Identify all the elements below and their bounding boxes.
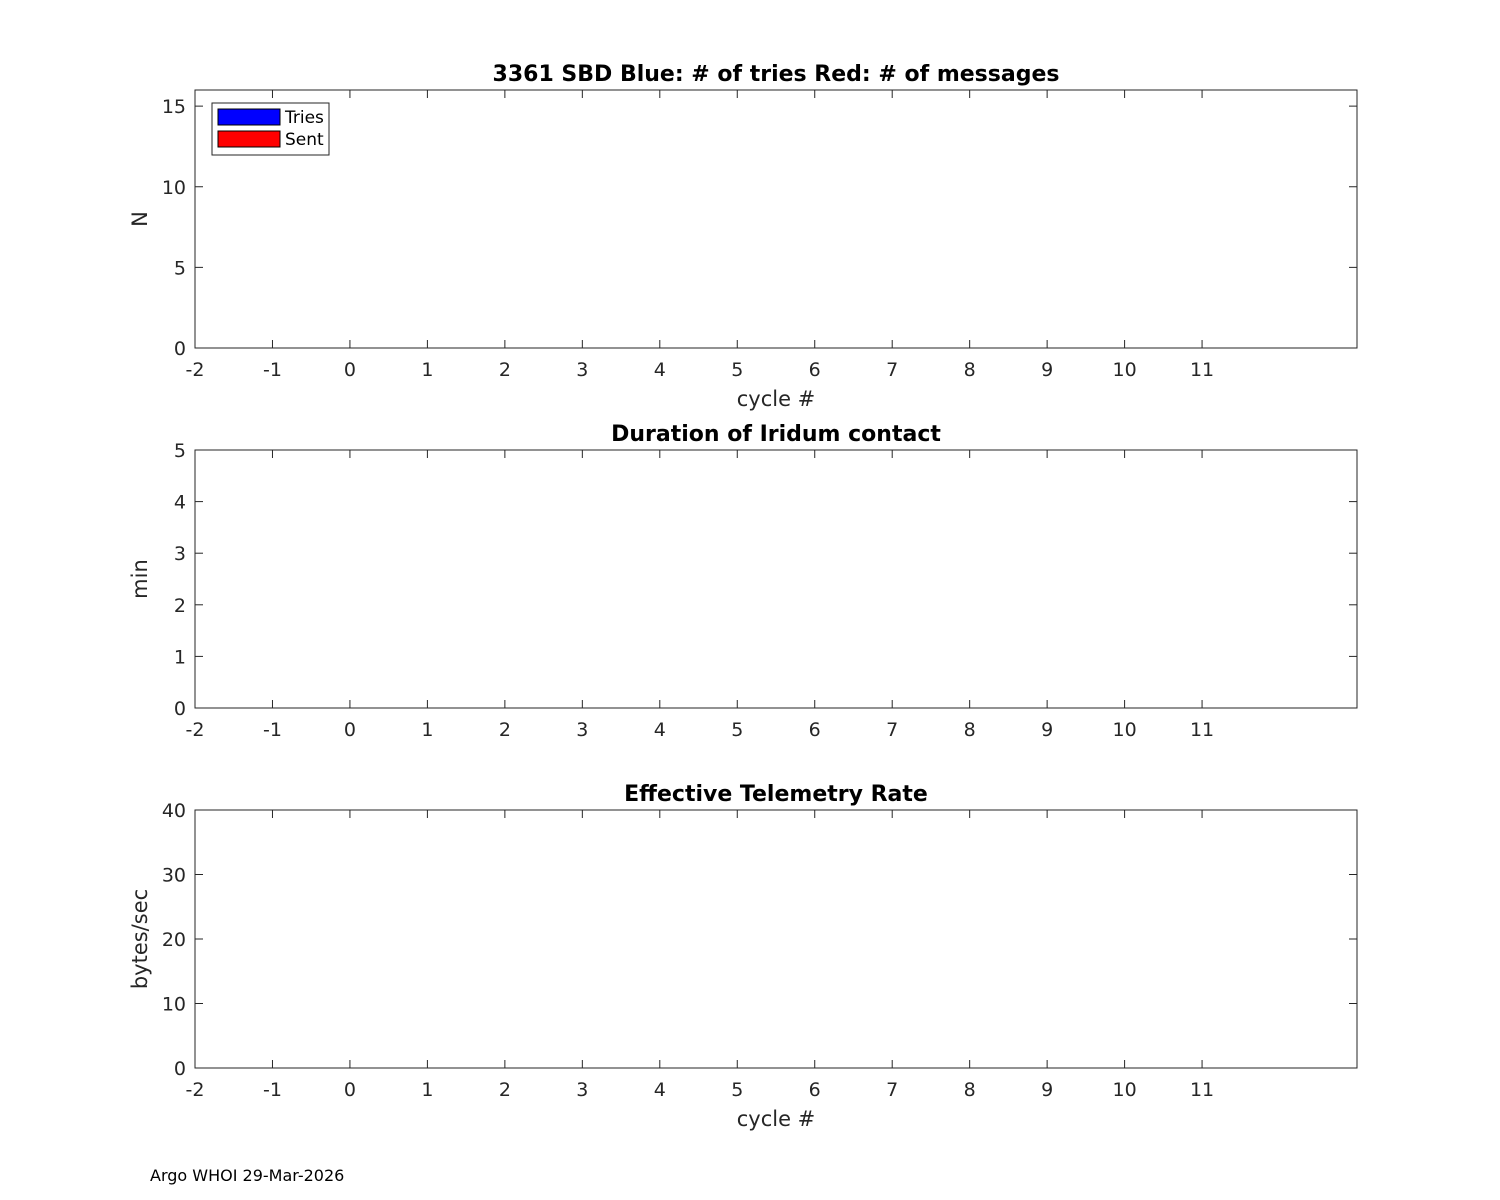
x-tick-label: 2 xyxy=(499,1079,511,1101)
y-tick-label: 10 xyxy=(162,994,186,1016)
x-tick-label: 7 xyxy=(886,1079,898,1101)
legend-label-sent: Sent xyxy=(285,130,324,150)
x-tick-label: 3 xyxy=(576,359,588,381)
x-tick-label: 1 xyxy=(421,719,433,741)
x-tick-label: 7 xyxy=(886,719,898,741)
x-tick-label: 8 xyxy=(964,719,976,741)
x-tick-label: 10 xyxy=(1113,359,1137,381)
y-tick-label: 20 xyxy=(162,929,186,951)
x-tick-label: 6 xyxy=(809,719,821,741)
x-tick-label: 2 xyxy=(499,719,511,741)
x-tick-label: 10 xyxy=(1113,719,1137,741)
axes-box xyxy=(194,89,1358,349)
axes-box xyxy=(194,809,1358,1069)
x-axis-label: cycle # xyxy=(737,387,816,411)
x-tick-label: 8 xyxy=(964,359,976,381)
y-axis-label: N xyxy=(128,211,152,227)
x-tick-label: 1 xyxy=(421,359,433,381)
x-tick-label: 2 xyxy=(499,359,511,381)
chart-rate: -2 -1 0 1 2 3 4 5 6 7 8 9 10 11 0 10 20 30 40 Effective Tel… xyxy=(128,782,1358,1131)
x-tick-label: -2 xyxy=(186,359,205,381)
y-tick-label: 15 xyxy=(162,96,186,118)
x-tick-label: 11 xyxy=(1190,1079,1214,1101)
x-tick-label: 7 xyxy=(886,359,898,381)
y-tick-label: 0 xyxy=(174,1058,186,1080)
axes-box xyxy=(194,449,1358,709)
x-tick-label: -1 xyxy=(263,1079,282,1101)
chart-title: Duration of Iridum contact xyxy=(611,422,941,447)
y-tick-label: 0 xyxy=(174,698,186,720)
y-axis-label: min xyxy=(128,559,152,599)
x-tick-label: 3 xyxy=(576,719,588,741)
x-axis-label: cycle # xyxy=(737,1107,816,1131)
x-tick-label: -1 xyxy=(263,719,282,741)
chart-sbd: -2 -1 0 1 2 3 4 5 6 7 8 9 10 11 0 5 10 15 3361 SBD Blue: #… xyxy=(128,62,1358,411)
y-tick-label: 3 xyxy=(174,543,186,565)
legend-swatch-tries xyxy=(217,108,281,126)
x-tick-label: 9 xyxy=(1041,359,1053,381)
x-tick-label: 5 xyxy=(731,719,743,741)
x-tick-label: 6 xyxy=(809,1079,821,1101)
y-tick-label: 5 xyxy=(174,440,186,462)
x-tick-label: 11 xyxy=(1190,359,1214,381)
chart-title: 3361 SBD Blue: # of tries Red: # of mess… xyxy=(493,62,1060,87)
x-tick-label: 4 xyxy=(654,359,666,381)
x-tick-label: 0 xyxy=(344,359,356,381)
y-tick-label: 2 xyxy=(174,595,186,617)
x-tick-label: 4 xyxy=(654,719,666,741)
x-tick-label: 11 xyxy=(1190,719,1214,741)
chart-title: Effective Telemetry Rate xyxy=(624,782,928,807)
x-tick-label: 0 xyxy=(344,719,356,741)
y-tick-label: 1 xyxy=(174,646,186,668)
chart-duration: -2 -1 0 1 2 3 4 5 6 7 8 9 10 11 0 1 2 3 4 5 Duration of Irid… xyxy=(128,422,1358,741)
y-tick-label: 4 xyxy=(174,492,186,514)
x-tick-label: 10 xyxy=(1113,1079,1137,1101)
x-tick-label: -2 xyxy=(186,719,205,741)
x-tick-label: 4 xyxy=(654,1079,666,1101)
x-tick-label: -2 xyxy=(186,1079,205,1101)
y-axis-label: bytes/sec xyxy=(128,889,152,989)
x-tick-label: 5 xyxy=(731,1079,743,1101)
x-tick-label: 5 xyxy=(731,359,743,381)
y-tick-label: 5 xyxy=(174,257,186,279)
x-tick-label: 9 xyxy=(1041,1079,1053,1101)
y-tick-label: 10 xyxy=(162,177,186,199)
footer-credit: Argo WHOI 29-Mar-2026 xyxy=(150,1166,345,1185)
y-tick-label: 30 xyxy=(162,865,186,887)
legend-label-tries: Tries xyxy=(284,108,324,128)
x-tick-label: 0 xyxy=(344,1079,356,1101)
x-tick-label: -1 xyxy=(263,359,282,381)
y-tick-label: 0 xyxy=(174,338,186,360)
x-tick-label: 6 xyxy=(809,359,821,381)
x-tick-label: 8 xyxy=(964,1079,976,1101)
x-tick-label: 1 xyxy=(421,1079,433,1101)
legend-swatch-sent xyxy=(217,130,281,148)
x-tick-label: 3 xyxy=(576,1079,588,1101)
x-tick-label: 9 xyxy=(1041,719,1053,741)
y-tick-label: 40 xyxy=(162,800,186,822)
